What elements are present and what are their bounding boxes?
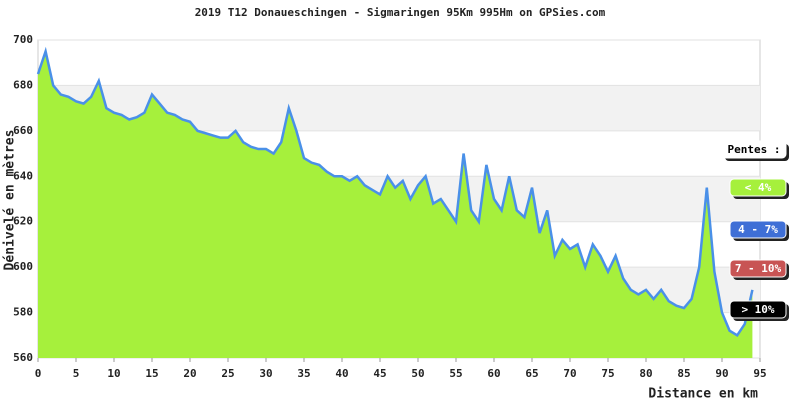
- legend-item-label: 4 - 7%: [738, 223, 778, 236]
- x-tick-label: 40: [335, 367, 348, 380]
- x-tick-label: 85: [677, 367, 690, 380]
- legend-item: [729, 259, 787, 278]
- x-tick-label: 35: [297, 367, 310, 380]
- y-tick-label: 680: [13, 78, 33, 91]
- x-tick-label: 55: [449, 367, 462, 380]
- chart-title: 2019 T12 Donaueschingen - Sigmaringen 95…: [195, 6, 606, 19]
- x-tick-label: 30: [259, 367, 272, 380]
- x-tick-label: 0: [35, 367, 42, 380]
- x-tick-label: 5: [73, 367, 80, 380]
- y-tick-label: 580: [13, 306, 33, 319]
- legend-item-label: 7 - 10%: [735, 262, 782, 275]
- legend-item-label: > 10%: [741, 303, 774, 316]
- y-tick-label: 560: [13, 351, 33, 364]
- x-tick-label: 10: [107, 367, 120, 380]
- y-tick-label: 660: [13, 124, 33, 137]
- x-axis-label: Distance en km: [648, 387, 758, 401]
- x-tick-label: 95: [753, 367, 766, 380]
- y-tick-label: 700: [13, 33, 33, 46]
- x-tick-label: 15: [145, 367, 158, 380]
- elevation-area: [38, 51, 753, 358]
- x-tick-label: 75: [601, 367, 614, 380]
- x-tick-label: 90: [715, 367, 728, 380]
- x-tick-label: 45: [373, 367, 386, 380]
- legend-title-label: Pentes :: [728, 143, 781, 156]
- elevation-line: [36, 46, 754, 337]
- y-tick-label: 600: [13, 260, 33, 273]
- y-tick-label: 640: [13, 169, 33, 182]
- x-tick-label: 80: [639, 367, 652, 380]
- x-tick-label: 50: [411, 367, 424, 380]
- x-tick-label: 65: [525, 367, 538, 380]
- x-tick-label: 60: [487, 367, 500, 380]
- legend-title: [721, 140, 787, 159]
- legend-item: [729, 300, 787, 319]
- legend-item: [729, 220, 787, 239]
- x-tick-label: 25: [221, 367, 234, 380]
- legend-item-label: < 4%: [745, 181, 772, 194]
- x-tick-label: 70: [563, 367, 576, 380]
- y-axis-label: Dénivelé en mètres: [3, 130, 18, 271]
- y-tick-label: 620: [13, 215, 33, 228]
- x-tick-label: 20: [183, 367, 196, 380]
- legend-item: [729, 178, 787, 197]
